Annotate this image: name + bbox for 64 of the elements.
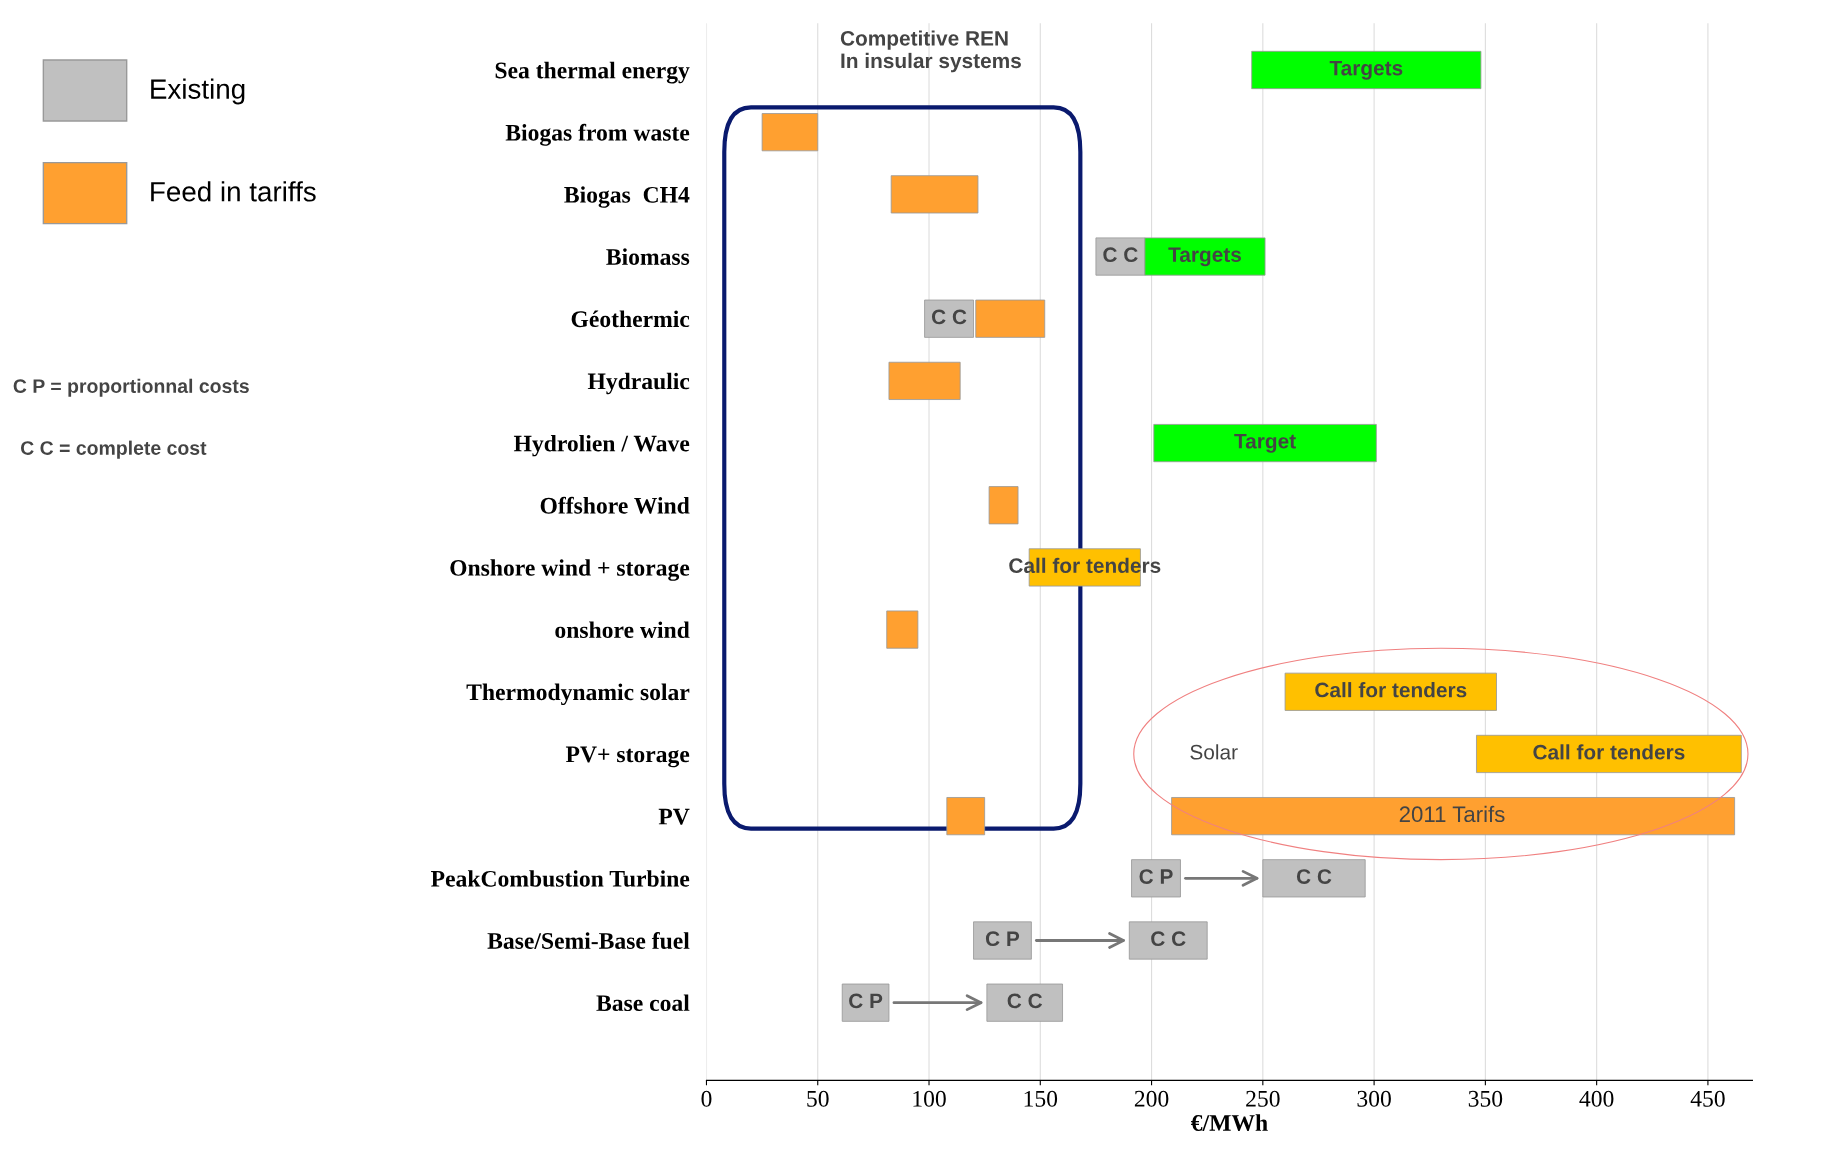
x-tick-label: 400 [1579,1090,1614,1107]
bar [890,175,979,214]
bar [1128,921,1208,960]
x-tick-label: 150 [1024,1090,1058,1107]
bar [986,983,1063,1022]
data-label: Targets [1329,60,1403,80]
y-tick-label: Base coal [596,994,690,1012]
y-tick-label: Biogas from waste [505,123,690,146]
bar [761,113,819,152]
bar [1153,423,1377,463]
x-tick-label: 50 [807,1090,829,1107]
x-tick-label: 100 [913,1090,946,1107]
x-tick-label: 0 [701,1090,712,1107]
data-label: C P [985,931,1020,947]
y-tick-label: Biogas CH4 [564,186,690,208]
bar [886,610,919,649]
annotation: Competitive REN In insular systems [840,30,1021,73]
bar [1262,859,1366,898]
bar [1284,672,1497,711]
y-tick-label: Base/Semi-Base fuel [487,932,690,949]
text: C P = proportionnal costs [13,378,249,397]
data-label: C C [931,309,967,325]
data-label: C C [1103,247,1138,263]
bar [1476,734,1742,774]
x-tick-label: 350 [1468,1090,1503,1107]
y-tick-label: Sea thermal energy [495,61,690,84]
x-tick-label: 450 [1690,1090,1725,1107]
y-tick-label: Thermodynamic solar [466,683,690,706]
bar [841,983,890,1022]
bar [946,797,986,836]
y-tick-label: Géothermic [571,310,690,328]
annotation: Solar [1190,744,1238,760]
y-tick-label: PV [658,808,690,825]
data-label: C C [1151,931,1186,947]
data-label: Call for tenders [1533,744,1685,760]
x-tick-label: 300 [1357,1090,1391,1107]
y-tick-label: Biomass [606,248,690,265]
data-label: C C [1296,869,1332,884]
legend-label: Feed in tariffs [151,181,316,202]
data-label: Call for tenders [1315,682,1467,698]
data-label: C P [1139,869,1173,884]
y-tick-label: onshore wind [555,621,690,639]
y-tick-label: PV+ storage [565,746,690,768]
y-tick-label: PeakCombustion Turbine [431,870,690,887]
y-tick-label: Onshore wind + storage [450,559,690,581]
y-tick-label: Hydraulic [587,372,690,395]
bar [1171,797,1736,836]
annotation: 2011 Tarifs [1399,805,1505,823]
legend-label: Existing [151,78,245,105]
data-label: C C [1007,993,1043,1009]
y-tick-label: Hydrolien / Wave [513,434,690,457]
data-label: Targets [1168,247,1241,267]
bar [1131,859,1181,898]
data-label: C P [849,993,883,1009]
text: C C = complete cost [20,440,207,459]
bar [988,486,1019,525]
x-axis-title: €/MWh [1191,1114,1268,1132]
bar [973,921,1032,960]
bar [1251,50,1482,90]
x-tick-label: 250 [1246,1090,1280,1107]
x-tick-label: 200 [1134,1090,1169,1107]
data-label: Target [1234,434,1296,453]
bar [888,361,961,400]
y-tick-label: Offshore Wind [540,496,690,514]
